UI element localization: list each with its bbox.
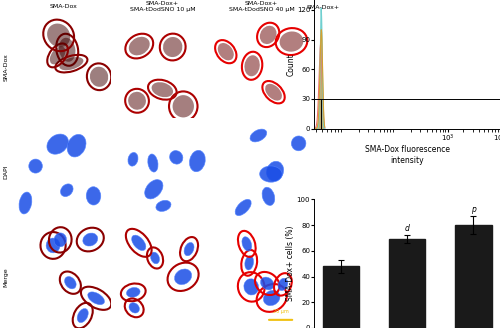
Ellipse shape — [129, 303, 140, 313]
Y-axis label: Count: Count — [286, 53, 296, 76]
Bar — [323, 266, 359, 328]
Ellipse shape — [152, 82, 173, 97]
Ellipse shape — [67, 134, 86, 157]
Ellipse shape — [265, 84, 282, 101]
Text: DAPI: DAPI — [4, 165, 8, 179]
Ellipse shape — [278, 278, 288, 291]
Ellipse shape — [64, 277, 76, 289]
Ellipse shape — [172, 95, 194, 117]
Ellipse shape — [244, 279, 258, 295]
Ellipse shape — [292, 136, 306, 151]
Ellipse shape — [190, 150, 206, 172]
Bar — [455, 225, 492, 328]
Ellipse shape — [156, 200, 171, 211]
Ellipse shape — [126, 287, 140, 297]
Y-axis label: SMA-Dox+ cells (%): SMA-Dox+ cells (%) — [286, 226, 296, 301]
Ellipse shape — [235, 199, 251, 215]
Ellipse shape — [59, 38, 76, 62]
Ellipse shape — [260, 166, 282, 182]
Ellipse shape — [148, 154, 158, 172]
Text: SMA-Dox+: SMA-Dox+ — [307, 5, 340, 10]
Ellipse shape — [144, 180, 163, 199]
Ellipse shape — [86, 187, 101, 205]
Ellipse shape — [46, 238, 60, 253]
Ellipse shape — [245, 256, 254, 270]
Bar — [389, 239, 426, 328]
Ellipse shape — [174, 269, 192, 285]
Ellipse shape — [29, 159, 42, 173]
Ellipse shape — [184, 242, 194, 256]
Ellipse shape — [260, 26, 276, 44]
Text: SMA-Dox+
SMA-tDodSNO 40 μM: SMA-Dox+ SMA-tDodSNO 40 μM — [228, 1, 294, 12]
Ellipse shape — [262, 187, 274, 205]
Ellipse shape — [244, 55, 260, 76]
Ellipse shape — [280, 31, 303, 52]
Ellipse shape — [128, 92, 146, 110]
Ellipse shape — [129, 37, 150, 55]
Text: 20 μm: 20 μm — [272, 309, 288, 314]
Ellipse shape — [54, 233, 66, 247]
Ellipse shape — [128, 153, 138, 166]
Ellipse shape — [47, 24, 70, 47]
Ellipse shape — [264, 290, 280, 306]
Ellipse shape — [60, 184, 73, 196]
Ellipse shape — [218, 43, 234, 60]
Text: d: d — [404, 224, 409, 233]
Ellipse shape — [150, 252, 160, 264]
X-axis label: SMA-Dox fluorescence
intensity: SMA-Dox fluorescence intensity — [364, 146, 450, 165]
Ellipse shape — [163, 37, 182, 57]
Text: Merge: Merge — [4, 267, 8, 287]
Ellipse shape — [242, 237, 252, 251]
Ellipse shape — [19, 192, 32, 214]
Ellipse shape — [77, 309, 88, 322]
Ellipse shape — [60, 57, 84, 70]
Text: SMA-Dox: SMA-Dox — [50, 4, 78, 9]
Ellipse shape — [260, 277, 274, 290]
Ellipse shape — [170, 151, 183, 164]
Text: SMA-Dox+
SMA-tDodSNO 10 μM: SMA-Dox+ SMA-tDodSNO 10 μM — [130, 1, 196, 12]
Ellipse shape — [83, 233, 98, 246]
Ellipse shape — [47, 134, 68, 154]
Ellipse shape — [250, 129, 266, 142]
Ellipse shape — [90, 67, 108, 87]
Ellipse shape — [266, 161, 283, 181]
Text: SMA-Dox: SMA-Dox — [4, 53, 8, 81]
Text: p: p — [471, 205, 476, 214]
Ellipse shape — [88, 292, 104, 305]
Ellipse shape — [50, 47, 66, 64]
Ellipse shape — [132, 235, 146, 251]
